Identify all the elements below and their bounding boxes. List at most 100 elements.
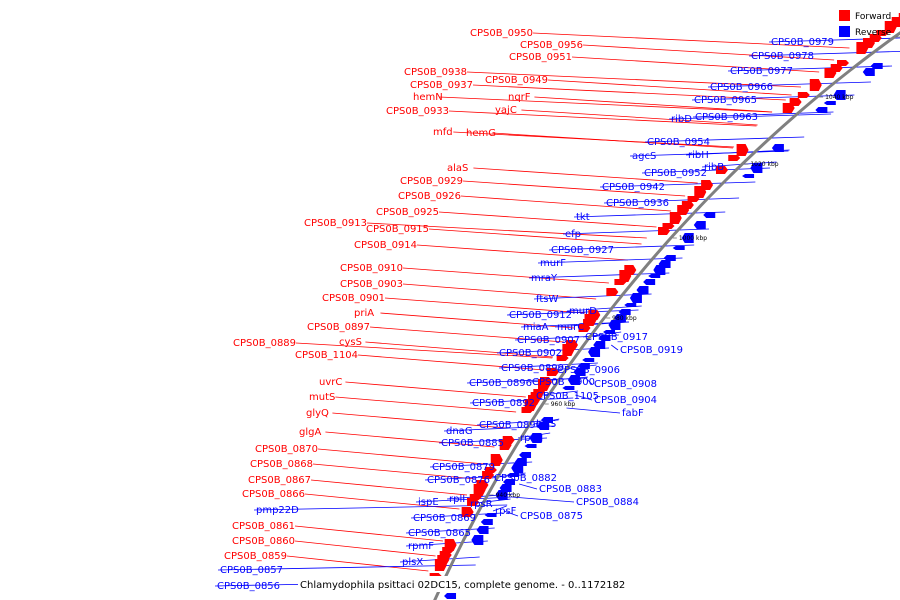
forward-gene-feature (461, 507, 474, 517)
reverse-gene-feature (643, 279, 656, 285)
forward-gene-leader-line (492, 132, 734, 149)
reverse-gene-feature (815, 107, 828, 113)
reverse-gene-label: pmp22D (256, 505, 299, 516)
reverse-gene-label: murF (540, 258, 566, 269)
genome-caption: Chlamydophila psittaci 02DC15, complete … (300, 580, 625, 591)
reverse-gene-feature (629, 293, 642, 303)
forward-gene-leader-line (402, 267, 609, 284)
forward-gene-feature (583, 319, 596, 325)
legend-forward-label: Forward (855, 12, 891, 22)
reverse-gene-label: lysS (536, 419, 556, 430)
forward-gene-leader-line (332, 412, 507, 429)
forward-gene-feature (687, 196, 700, 202)
reverse-gene-leader-line (566, 407, 621, 414)
reverse-gene-leader-line (562, 228, 710, 235)
forward-gene-label: CPS0B_0925 (376, 207, 439, 218)
reverse-gene-feature (771, 144, 784, 152)
scale-tick-label: 1020 kbp (750, 161, 778, 168)
reverse-gene-label: CPS0B_0927 (551, 245, 614, 256)
reverse-gene-feature (562, 386, 575, 390)
reverse-gene-label: CPS0B_0902 (499, 348, 562, 359)
forward-gene-label: nqrF (508, 92, 531, 103)
forward-gene-leader-line (428, 228, 642, 245)
reverse-gene-label: CPS0B_0966 (710, 82, 773, 93)
reverse-gene-feature (672, 246, 685, 250)
forward-gene-feature (537, 379, 550, 391)
reverse-gene-feature (870, 63, 883, 69)
reverse-gene-label: CPS0B_0899 (501, 363, 564, 374)
reverse-gene-feature (444, 593, 457, 599)
reverse-gene-label: CPS0B_0883 (539, 484, 602, 495)
forward-gene-leader-line (582, 44, 835, 61)
reverse-gene-feature (636, 286, 649, 294)
forward-gene-label: mfd (433, 127, 453, 138)
reverse-gene-label: plsX (402, 557, 423, 568)
forward-gene-label: CPS0B_0956 (520, 40, 583, 51)
forward-gene-leader-line (532, 32, 850, 49)
forward-gene-label: hemG (466, 128, 496, 139)
forward-gene-leader-line (439, 96, 773, 113)
forward-gene-label: CPS0B_0914 (354, 240, 417, 251)
reverse-gene-feature (681, 233, 694, 243)
reverse-gene-leader-line (503, 510, 519, 517)
reverse-gene-label: mraY (531, 273, 558, 284)
forward-gene-leader-line (521, 109, 758, 126)
forward-gene-feature (434, 559, 447, 571)
reverse-gene-feature (484, 513, 497, 517)
forward-gene-feature (736, 144, 749, 156)
reverse-gene-feature (529, 433, 542, 443)
reverse-gene-label: CPS0B_0917 (585, 332, 648, 343)
reverse-gene-label: rpmF (408, 541, 434, 552)
forward-gene-leader-line (438, 211, 657, 228)
reverse-gene-feature (541, 417, 554, 423)
reverse-gene-leader-line (443, 425, 555, 432)
forward-gene-leader-line (473, 167, 698, 184)
forward-gene-feature (578, 324, 591, 332)
forward-gene-label: CPS0B_0926 (398, 191, 461, 202)
reverse-gene-feature (862, 68, 875, 76)
reverse-gene-leader-line (611, 344, 619, 351)
forward-gene-label: CPS0B_0938 (404, 67, 467, 78)
reverse-gene-feature (577, 363, 590, 369)
forward-gene-feature (677, 205, 690, 215)
forward-gene-feature (669, 212, 682, 224)
scale-tick-label: 1000 kbp (679, 235, 707, 242)
reverse-gene-feature (519, 452, 532, 458)
reverse-gene-leader-line (217, 564, 476, 571)
forward-gene-feature (809, 79, 822, 91)
reverse-gene-label: CPS0B_0908 (594, 379, 657, 390)
forward-gene-feature (716, 166, 729, 174)
forward-gene-leader-line (402, 283, 597, 300)
reverse-gene-leader-line (492, 505, 507, 512)
forward-gene-feature (482, 471, 495, 479)
forward-gene-label: CPS0B_0897 (307, 322, 370, 333)
forward-gene-leader-line (472, 84, 786, 101)
reverse-gene-label: murD (569, 306, 597, 317)
reverse-gene-label: CPS0B_0907 (517, 335, 580, 346)
forward-gene-feature (546, 368, 559, 376)
forward-gene-leader-line (294, 525, 443, 542)
reverse-gene-leader-line (528, 272, 670, 279)
reverse-gene-label: CPS0B_0879 (432, 462, 495, 473)
forward-gene-label: glyQ (306, 408, 329, 419)
forward-gene-label: uvrC (319, 377, 342, 388)
reverse-gene-leader-line (469, 397, 574, 404)
reverse-gene-label: CPS0B_0857 (220, 565, 283, 576)
reverse-gene-leader-line (575, 394, 593, 401)
forward-gene-feature (797, 92, 810, 98)
forward-gene-label: CPS0B_0901 (322, 293, 385, 304)
forward-gene-label: CPS0B_0929 (400, 176, 463, 187)
reverse-gene-feature (507, 473, 520, 477)
forward-gene-feature (856, 42, 869, 54)
reverse-gene-feature (503, 479, 516, 485)
forward-gene-label: CPS0B_0913 (304, 218, 367, 229)
legend-forward-swatch (839, 10, 850, 21)
forward-gene-leader-line (462, 180, 686, 197)
reverse-gene-leader-line (511, 496, 575, 503)
forward-gene-label: CPS0B_0861 (232, 521, 295, 532)
reverse-gene-leader-line (438, 437, 547, 444)
reverse-gene-feature (567, 375, 580, 385)
reverse-gene-label: CPS0B_0885 (441, 438, 504, 449)
